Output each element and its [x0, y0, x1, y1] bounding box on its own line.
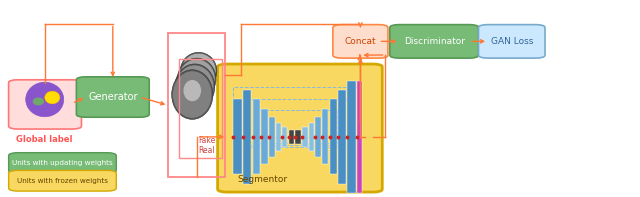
- Text: Segmentor: Segmentor: [237, 175, 287, 184]
- Bar: [253, 110, 337, 143]
- Text: Concat: Concat: [344, 37, 376, 46]
- Bar: [243, 98, 347, 145]
- Bar: [296, 130, 301, 144]
- Ellipse shape: [177, 58, 216, 99]
- FancyBboxPatch shape: [8, 153, 116, 173]
- Bar: [179, 59, 222, 158]
- Text: Discriminator: Discriminator: [404, 37, 465, 46]
- Bar: [261, 109, 268, 164]
- Text: Global label: Global label: [17, 135, 73, 144]
- Ellipse shape: [184, 80, 201, 101]
- Text: Units with updating weights: Units with updating weights: [12, 160, 113, 166]
- Bar: [315, 117, 321, 157]
- Text: Fake: Fake: [198, 136, 216, 145]
- Text: Real: Real: [198, 146, 215, 155]
- FancyBboxPatch shape: [218, 64, 382, 192]
- Bar: [338, 90, 346, 184]
- Bar: [168, 33, 225, 177]
- Ellipse shape: [173, 71, 212, 118]
- Bar: [276, 123, 281, 151]
- Bar: [303, 127, 308, 147]
- Ellipse shape: [191, 59, 207, 75]
- FancyBboxPatch shape: [8, 170, 116, 191]
- Bar: [308, 123, 314, 151]
- Ellipse shape: [180, 52, 217, 89]
- Ellipse shape: [186, 73, 204, 92]
- Bar: [269, 117, 275, 157]
- Ellipse shape: [45, 91, 60, 104]
- Ellipse shape: [172, 70, 213, 119]
- Bar: [289, 130, 294, 144]
- Bar: [322, 109, 328, 164]
- Ellipse shape: [33, 98, 44, 105]
- FancyBboxPatch shape: [333, 25, 388, 58]
- Ellipse shape: [179, 59, 215, 98]
- Ellipse shape: [26, 82, 64, 117]
- FancyBboxPatch shape: [76, 77, 149, 117]
- Bar: [282, 127, 287, 147]
- FancyBboxPatch shape: [390, 25, 479, 58]
- Ellipse shape: [181, 53, 216, 89]
- Bar: [253, 99, 260, 174]
- Text: Units with frozen weights: Units with frozen weights: [17, 178, 108, 184]
- Bar: [234, 87, 360, 147]
- Ellipse shape: [188, 66, 205, 84]
- Ellipse shape: [176, 65, 214, 108]
- Bar: [357, 81, 362, 193]
- Bar: [234, 99, 242, 174]
- Text: GAN Loss: GAN Loss: [491, 37, 533, 46]
- Bar: [330, 99, 337, 174]
- FancyBboxPatch shape: [8, 80, 81, 129]
- Text: Generator: Generator: [88, 92, 138, 102]
- Bar: [243, 90, 251, 184]
- Ellipse shape: [175, 64, 215, 110]
- Bar: [348, 81, 356, 193]
- FancyBboxPatch shape: [479, 25, 545, 58]
